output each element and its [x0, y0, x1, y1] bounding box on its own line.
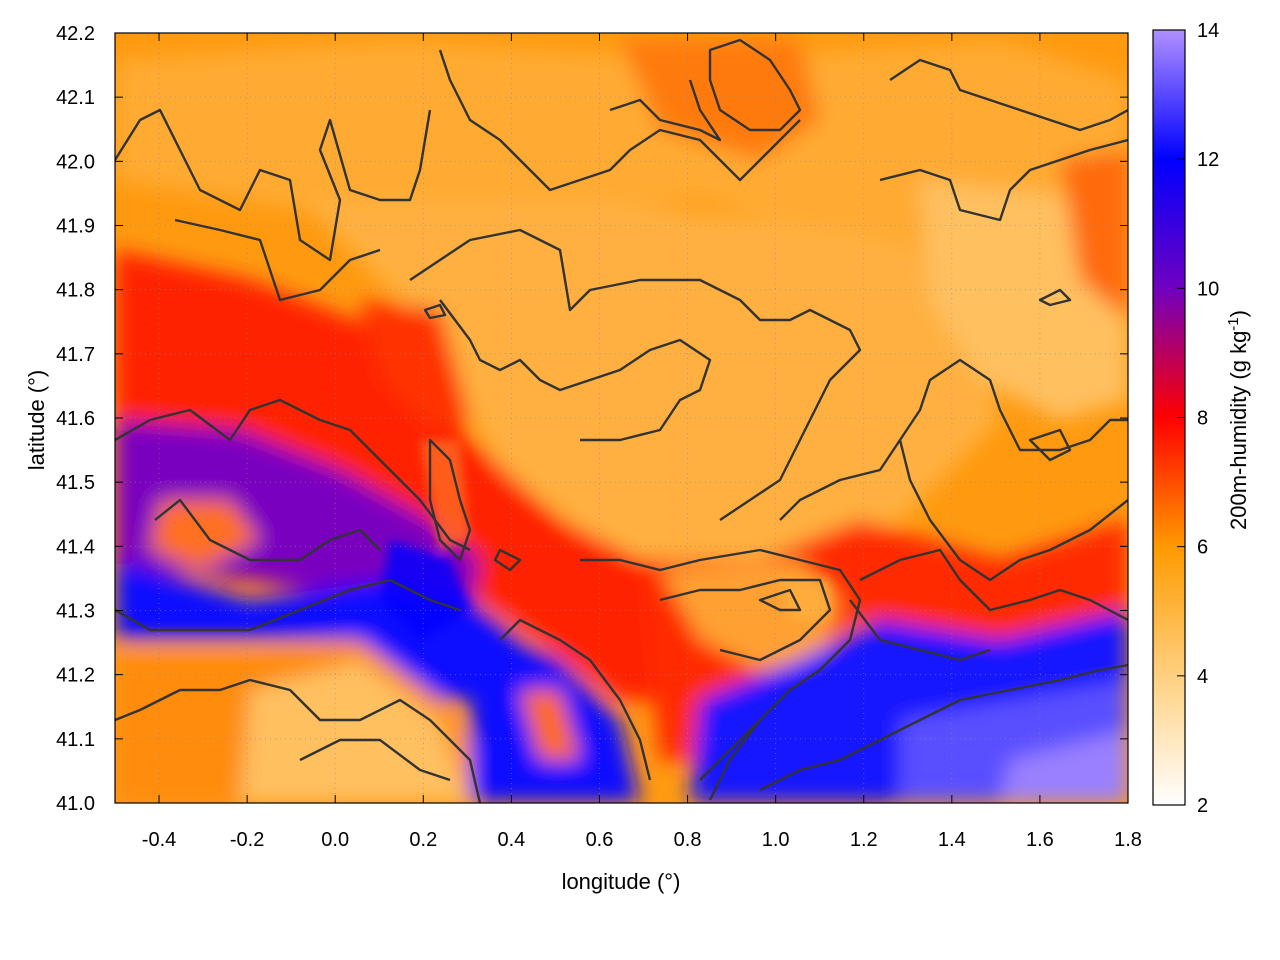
x-tick-label: 1.0 [762, 829, 790, 851]
x-tick-label: 1.4 [938, 829, 966, 851]
colorbar-title: 200m-humidity (g kg-1) [1225, 310, 1251, 530]
x-axis-title: longitude (°) [562, 869, 681, 894]
y-tick-label: 41.3 [56, 601, 95, 623]
y-tick-label: 41.1 [56, 729, 95, 751]
x-tick-label: 0.2 [409, 829, 437, 851]
x-tick-label: 0.4 [497, 829, 525, 851]
x-tick-label: 1.2 [850, 829, 878, 851]
y-tick-label: 41.7 [56, 344, 95, 366]
y-tick-label: 41.0 [56, 793, 95, 815]
y-tick-label: 42.1 [56, 87, 95, 109]
y-tick-label: 41.2 [56, 665, 95, 687]
x-tick-label: -0.2 [230, 829, 264, 851]
x-axis: -0.4 -0.2 0.0 0.2 0.4 0.6 0.8 1.0 1.2 1.4 1.6 1.8 [142, 33, 1142, 851]
y-axis: 41.0 41.1 41.2 41.3 41.4 41.5 41.6 41.7 41.8 41.9… [56, 23, 1128, 815]
colorbar-tick-label: 10 [1197, 278, 1219, 300]
colorbar-tick-label: 8 [1197, 408, 1208, 430]
colorbar-title-sup: -1 [1225, 317, 1242, 330]
y-axis-title: latitude (°) [24, 370, 49, 471]
colorbar-tick-label: 6 [1197, 537, 1208, 559]
x-tick-label: 0.8 [674, 829, 702, 851]
x-tick-label: 1.6 [1026, 829, 1054, 851]
x-tick-label: 0.6 [586, 829, 614, 851]
x-tick-label: 0.0 [321, 829, 349, 851]
colorbar-tick-label: 14 [1197, 20, 1219, 42]
y-tick-label: 41.9 [56, 216, 95, 238]
x-tick-label: 1.8 [1114, 829, 1142, 851]
y-tick-label: 41.6 [56, 408, 95, 430]
y-tick-label: 42.0 [56, 151, 95, 173]
contour-lines [115, 38, 1128, 803]
y-tick-label: 41.5 [56, 472, 95, 494]
y-tick-label: 41.4 [56, 536, 95, 558]
humidity-field [115, 33, 1128, 803]
y-tick-label: 41.8 [56, 280, 95, 302]
y-tick-label: 42.2 [56, 23, 95, 45]
colorbar-tick-label: 12 [1197, 149, 1219, 171]
x-tick-label: -0.4 [142, 829, 176, 851]
colorbar-axis: 2 4 6 8 10 12 14 [1177, 20, 1219, 817]
colorbar-title-main: 200m-humidity (g kg [1226, 331, 1251, 530]
colorbar-title-end: ) [1226, 310, 1251, 317]
colorbar-tick-label: 4 [1197, 666, 1208, 688]
colorbar-tick-label: 2 [1197, 795, 1208, 817]
